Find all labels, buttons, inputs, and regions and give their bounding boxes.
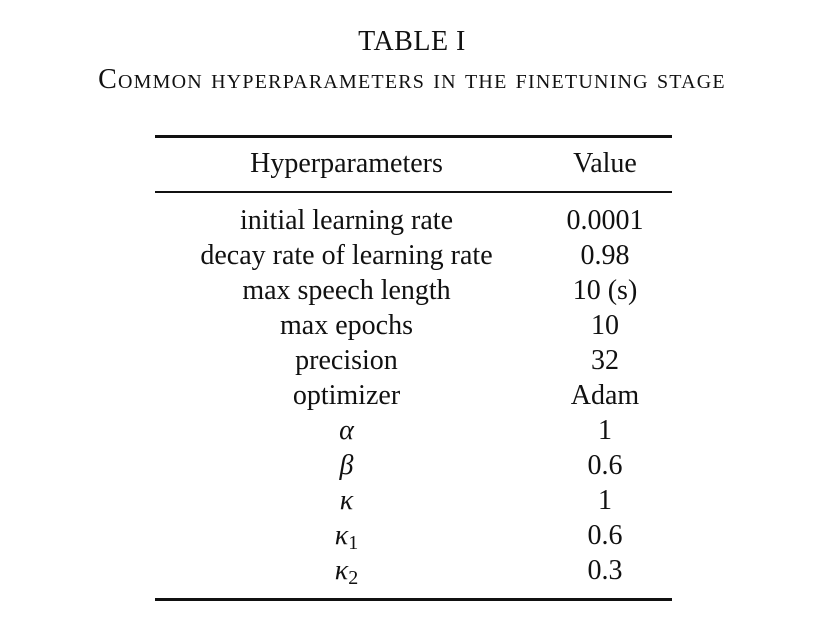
param-value: 10 [591,310,619,341]
param-value: 1 [598,415,612,446]
table-row: κ2 0.3 [155,553,672,588]
table-row: max epochs 10 [155,308,672,343]
table-row: optimizer Adam [155,378,672,413]
param-value: 0.6 [587,520,623,551]
table-row: max speech length 10 (s) [155,273,672,308]
table-row: κ1 0.6 [155,518,672,553]
param-name: optimizer [292,380,401,411]
param-name-beta: β [339,450,354,481]
table-label: TABLE I [358,26,466,57]
param-value: 10 (s) [572,275,638,306]
table-row: initial learning rate 0.0001 [155,203,672,238]
table-row: α 1 [155,413,672,448]
param-name-kappa-2: κ2 [155,553,538,588]
param-name: initial learning rate [239,205,454,236]
header-hyperparameters: Hyperparameters [250,148,443,179]
table-title: Common hyperparameters in the finetuning… [98,64,726,95]
param-value: Adam [570,380,640,411]
table-header-row: Hyperparameters Value [155,146,672,181]
table-row: precision 32 [155,343,672,378]
param-value: 0.98 [580,240,630,271]
table-row: β 0.6 [155,448,672,483]
symbol-kappa: κ [334,555,349,586]
table-header-rule [155,191,672,193]
param-name: max epochs [280,310,413,341]
param-name: decay rate of learning rate [200,240,493,271]
param-value: 1 [598,485,612,516]
subscript-2: 2 [348,567,359,589]
table-bottom-rule [155,598,672,601]
param-value: 32 [591,345,619,376]
param-name-kappa-1: κ1 [155,518,538,553]
param-value: 0.6 [587,450,623,481]
table-row: decay rate of learning rate 0.98 [155,238,672,273]
param-value: 0.0001 [566,205,644,236]
param-value: 0.3 [587,555,623,586]
symbol-kappa: κ [334,520,349,551]
table-top-rule [155,135,672,138]
subscript-1: 1 [348,532,359,554]
header-value: Value [573,148,637,179]
param-name-alpha: α [339,415,354,446]
table-row: κ 1 [155,483,672,518]
param-name-kappa: κ [339,485,354,516]
param-name: precision [295,345,398,376]
param-name: max speech length [242,275,451,306]
